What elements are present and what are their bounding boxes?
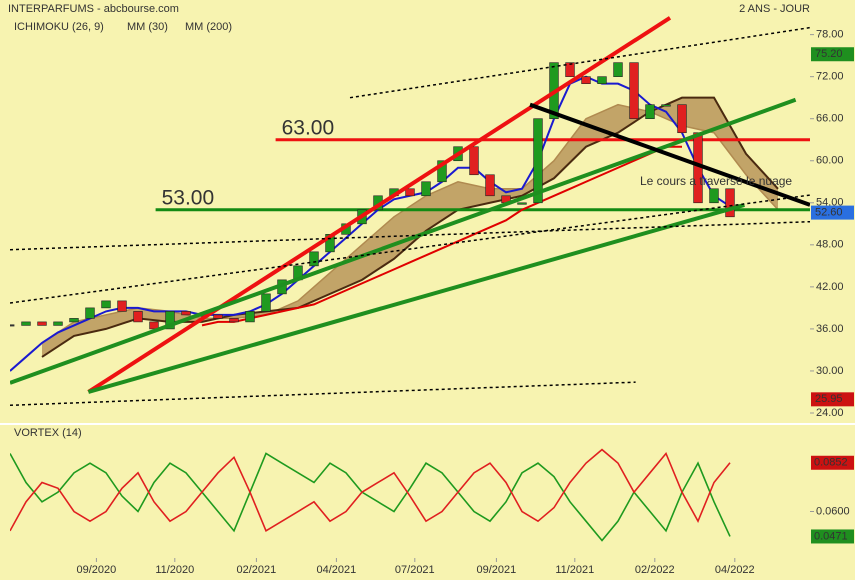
candle xyxy=(709,188,719,204)
level-label: 63.00 xyxy=(282,116,335,139)
y-tick-label: 78.00 xyxy=(816,29,844,41)
candle xyxy=(85,307,95,319)
candle xyxy=(565,62,575,77)
candle xyxy=(517,202,527,205)
y-tick-label: 48.00 xyxy=(816,239,844,251)
candle xyxy=(181,311,191,316)
price-marker xyxy=(811,392,854,407)
y-tick-label: 36.00 xyxy=(816,323,844,335)
trendline xyxy=(87,202,745,394)
candle xyxy=(165,311,175,330)
candle xyxy=(661,104,671,107)
price-marker xyxy=(811,47,854,62)
vortex-marker-label: 0.0852 xyxy=(814,457,848,469)
x-tick-label: 02/2022 xyxy=(635,564,675,576)
price-marker-label: 25.95 xyxy=(815,393,843,405)
x-tick-label: 07/2021 xyxy=(395,564,435,576)
moving-average xyxy=(10,75,731,372)
candle xyxy=(21,321,31,326)
candle xyxy=(37,321,47,326)
y-tick-label: 30.00 xyxy=(816,365,844,377)
indicator-title: VORTEX (14) xyxy=(14,427,82,439)
vortex-marker-label: 0.0471 xyxy=(814,530,848,542)
x-tick-label: 04/2021 xyxy=(317,564,357,576)
candle xyxy=(117,300,127,312)
x-tick-label: 09/2020 xyxy=(77,564,117,576)
chart-title: INTERPARFUMS - abcbourse.com xyxy=(8,3,179,15)
axes: 78.0072.0066.0060.0054.0048.0042.0036.00… xyxy=(77,29,854,576)
candle xyxy=(309,251,319,267)
price-panel: 63.00 53.00 xyxy=(10,16,810,407)
candle xyxy=(405,188,415,197)
trendline xyxy=(10,381,636,407)
legend-mm200: MM (200) xyxy=(185,21,232,33)
y2-tick-label: 0.0600 xyxy=(816,505,850,517)
y-tick-label: 60.00 xyxy=(816,155,844,167)
price-marker-label: 75.20 xyxy=(815,48,843,60)
x-tick-label: 11/2021 xyxy=(555,564,594,576)
candle xyxy=(469,146,479,176)
vortex-panel xyxy=(10,448,731,542)
candle xyxy=(613,62,623,77)
y-tick-label: 72.00 xyxy=(816,71,844,83)
candle xyxy=(245,311,255,323)
x-tick-label: 11/2020 xyxy=(155,564,194,576)
trendline xyxy=(10,97,797,385)
candle xyxy=(69,318,79,323)
legend-ichimoku: ICHIMOKU (26, 9) xyxy=(14,21,104,33)
candle xyxy=(581,76,591,84)
period: 2 ANS - JOUR xyxy=(739,3,810,15)
candle xyxy=(533,118,543,204)
y-tick-label: 66.00 xyxy=(816,113,844,125)
trendline xyxy=(10,194,810,304)
candle xyxy=(101,300,111,309)
candle xyxy=(677,104,687,134)
moving-average xyxy=(201,145,682,327)
annotation: Le cours a traversé le nuage xyxy=(640,174,792,188)
x-tick-label: 09/2021 xyxy=(477,564,517,576)
cloud-span-b xyxy=(41,96,779,358)
candle xyxy=(261,293,271,312)
cloud-fill xyxy=(42,97,778,357)
candle xyxy=(213,314,223,319)
legend-mm30: MM (30) xyxy=(127,21,168,33)
vortex-line xyxy=(10,452,731,542)
vortex-marker xyxy=(811,529,854,544)
y-tick-label: 24.00 xyxy=(816,407,844,419)
candle xyxy=(421,181,431,197)
trendline xyxy=(87,16,672,394)
candle xyxy=(485,174,495,197)
x-tick-label: 02/2021 xyxy=(237,564,277,576)
x-tick-label: 04/2022 xyxy=(715,564,755,576)
y-tick-label: 42.00 xyxy=(816,281,844,293)
vortex-marker xyxy=(811,455,854,470)
candle xyxy=(725,188,735,218)
candle xyxy=(597,76,607,84)
candle xyxy=(133,311,143,323)
vortex-line xyxy=(10,448,731,533)
candle xyxy=(229,318,239,323)
candle xyxy=(645,104,655,120)
candle xyxy=(53,321,63,326)
price-marker xyxy=(811,205,854,220)
level-label: 53.00 xyxy=(162,186,215,209)
trendline xyxy=(10,220,810,251)
trendline xyxy=(529,102,810,207)
candle xyxy=(629,62,639,120)
candle xyxy=(437,160,447,183)
price-marker-label: 52.60 xyxy=(815,207,843,219)
